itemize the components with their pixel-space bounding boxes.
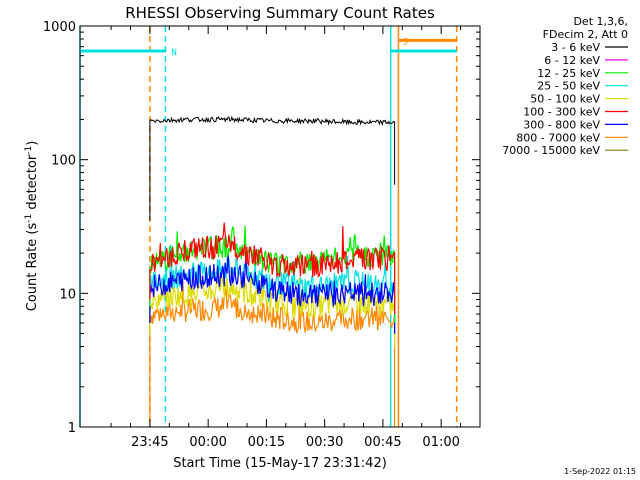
annotation-N: N bbox=[171, 48, 176, 58]
axes: 1 10 100 1000 23:45 00:00 00:15 00:30 00:45 01:00 bbox=[43, 20, 480, 450]
y-axis-label-suffix: ) bbox=[25, 141, 40, 146]
y-axis-label-mid: detector bbox=[25, 154, 40, 214]
series-line-6 bbox=[149, 252, 396, 334]
y-tick-label-0: 1 bbox=[68, 421, 76, 436]
series-line-0 bbox=[149, 115, 396, 221]
legend-label-5: 100 - 300 keV bbox=[523, 106, 600, 119]
y-axis-label: Count Rate (s-1 detector-1) bbox=[24, 141, 40, 312]
x-tick-label-0: 23:45 bbox=[131, 435, 168, 450]
legend-label-1: 6 - 12 keV bbox=[544, 54, 600, 67]
x-tick-label-5: 01:00 bbox=[422, 435, 459, 450]
footer-timestamp: 1-Sep-2022 01:15 bbox=[564, 467, 636, 476]
legend-label-4: 50 - 100 keV bbox=[530, 93, 600, 106]
y-axis-label-sup1: -1 bbox=[24, 214, 34, 223]
legend-label-0: 3 - 6 keV bbox=[551, 41, 600, 54]
legend-label-2: 12 - 25 keV bbox=[537, 67, 600, 80]
plot-frame bbox=[79, 25, 481, 428]
legend-header-1: FDecim 2, Att 0 bbox=[543, 28, 628, 41]
legend-label-3: 25 - 50 keV bbox=[537, 80, 600, 93]
series-line-7 bbox=[149, 281, 396, 427]
x-tick-label-2: 00:15 bbox=[248, 435, 285, 450]
plot-area: NS bbox=[79, 26, 458, 427]
x-axis-label: Start Time (15-May-17 23:31:42) bbox=[173, 456, 387, 471]
y-tick-label-3: 1000 bbox=[43, 20, 76, 35]
y-tick-label-1: 10 bbox=[59, 287, 76, 302]
y-axis-label-sup2: -1 bbox=[24, 146, 34, 155]
x-tick-label-3: 00:30 bbox=[306, 435, 343, 450]
legend-label-6: 300 - 800 keV bbox=[523, 118, 600, 131]
y-axis-label-prefix: Count Rate (s bbox=[25, 223, 40, 312]
chart-title: RHESSI Observing Summary Count Rates bbox=[125, 4, 435, 22]
series-line-5 bbox=[149, 222, 396, 314]
annotation-S: S bbox=[403, 37, 408, 47]
x-tick-label-1: 00:00 bbox=[189, 435, 226, 450]
y-tick-label-2: 100 bbox=[51, 154, 76, 169]
x-tick-label-4: 00:45 bbox=[364, 435, 401, 450]
legend-label-8: 7000 - 15000 keV bbox=[502, 144, 600, 157]
legend-label-7: 800 - 7000 keV bbox=[516, 131, 600, 144]
legend-header-0: Det 1,3,6, bbox=[573, 15, 628, 28]
